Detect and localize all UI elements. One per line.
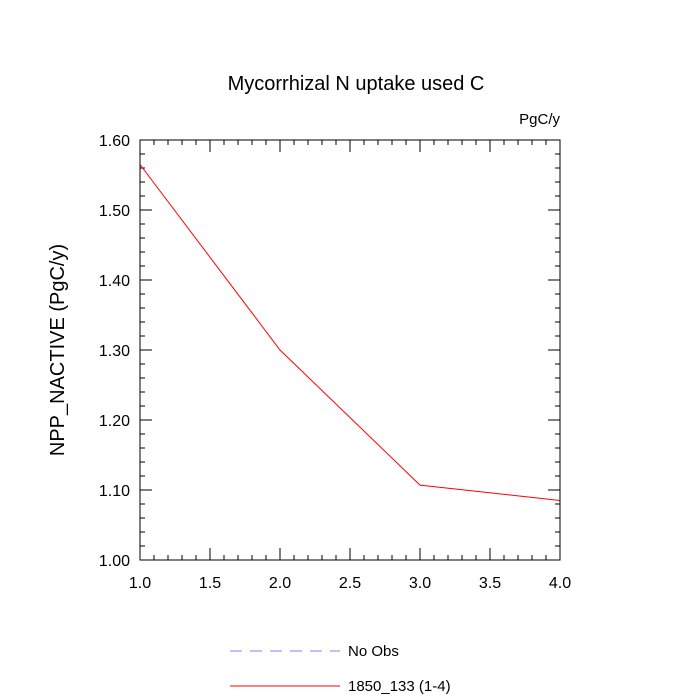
legend-label: 1850_133 (1-4) bbox=[348, 678, 451, 695]
units-label: PgC/y bbox=[519, 111, 560, 128]
axis-ticks bbox=[139, 139, 561, 561]
x-tick-label: 1.5 bbox=[199, 575, 221, 592]
series-line bbox=[139, 164, 561, 501]
y-tick-label: 1.30 bbox=[99, 343, 130, 360]
series-layer bbox=[139, 164, 561, 501]
x-tick-label: 1.0 bbox=[129, 575, 151, 592]
x-tick-label: 3.5 bbox=[479, 575, 501, 592]
y-tick-label: 1.50 bbox=[99, 203, 130, 220]
x-tick-label: 2.0 bbox=[269, 575, 291, 592]
plot-frame bbox=[139, 139, 561, 561]
y-tick-label: 1.20 bbox=[99, 413, 130, 430]
y-tick-label: 1.00 bbox=[99, 553, 130, 570]
legend: No Obs 1850_133 (1-4) bbox=[230, 643, 451, 695]
tick-labels: 1.0 1.5 2.0 2.5 3.0 3.5 4.0 1.00 1.10 1.20 1.30 1.4… bbox=[99, 133, 571, 592]
y-tick-label: 1.40 bbox=[99, 273, 130, 290]
y-tick-label: 1.10 bbox=[99, 483, 130, 500]
y-tick-label: 1.60 bbox=[99, 133, 130, 150]
legend-label: No Obs bbox=[348, 643, 399, 660]
y-axis-label: NPP_NACTIVE (PgC/y) bbox=[47, 244, 69, 456]
x-tick-label: 2.5 bbox=[339, 575, 361, 592]
chart-title: Mycorrhizal N uptake used C bbox=[228, 73, 485, 95]
x-tick-label: 4.0 bbox=[549, 575, 571, 592]
x-tick-label: 3.0 bbox=[409, 575, 431, 592]
